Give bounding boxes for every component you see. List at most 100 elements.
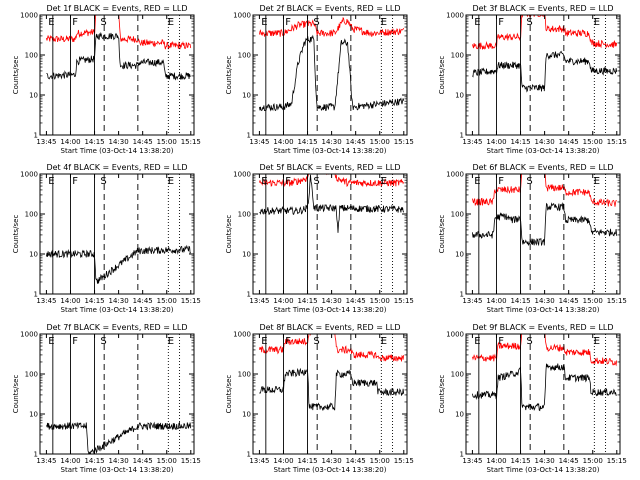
y-tick-label: 10: [29, 92, 38, 100]
x-tick-label: 14:45: [133, 457, 153, 465]
x-tick-label: 15:15: [181, 138, 201, 146]
y-tick-label: 100: [238, 371, 251, 379]
phase-mark: S: [313, 17, 319, 28]
phase-mark: F: [498, 336, 504, 347]
x-axis-label: Start Time (03-Oct-14 13:38:20): [61, 147, 174, 155]
x-tick-label: 14:15: [510, 138, 530, 146]
panel-frame: [39, 333, 195, 455]
y-tick-label: 1: [247, 451, 251, 459]
x-tick-label: 14:30: [109, 457, 129, 465]
panel-title: Det 5f BLACK = Events, RED = LLD: [259, 163, 400, 172]
phase-mark: E: [381, 336, 387, 347]
y-tick-label: 10: [455, 411, 464, 419]
phase-mark: E: [474, 17, 480, 28]
x-tick-label: 14:15: [84, 457, 104, 465]
x-tick-label: 13:45: [249, 457, 269, 465]
x-tick-label: 14:00: [486, 138, 506, 146]
phase-mark: E: [594, 336, 600, 347]
panel-title: Det 2f BLACK = Events, RED = LLD: [259, 4, 400, 13]
x-tick-label: 14:00: [60, 138, 80, 146]
y-tick-label: 100: [25, 52, 38, 60]
y-tick-label: 1000: [233, 331, 251, 339]
y-tick-label: 10: [242, 251, 251, 259]
y-axis-label: Counts/sec: [438, 56, 446, 95]
x-tick-label: 14:45: [346, 297, 366, 305]
phase-mark: E: [168, 176, 174, 187]
panel-frame: [252, 173, 408, 295]
x-tick-label: 13:45: [36, 297, 56, 305]
panel-data: [259, 16, 405, 112]
y-axis-label: Counts/sec: [12, 375, 20, 414]
events-series-line: [259, 367, 405, 411]
events-series-line: [472, 363, 617, 412]
phase-mark: F: [285, 176, 291, 187]
phase-mark: S: [526, 336, 532, 347]
y-axis-label: Counts/sec: [12, 215, 20, 254]
x-tick-label: 14:30: [322, 457, 342, 465]
x-tick-label: 14:00: [273, 297, 293, 305]
y-tick-label: 10: [242, 411, 251, 419]
y-tick-label: 1: [34, 132, 38, 140]
phase-mark: E: [381, 176, 387, 187]
phase-mark: F: [72, 17, 78, 28]
panel-2: Det 2f BLACK = Events, RED = LLD E F S E 13:4…: [225, 4, 414, 155]
y-tick-label: 10: [455, 92, 464, 100]
y-tick-label: 10: [242, 92, 251, 100]
x-tick-label: 13:45: [249, 297, 269, 305]
x-tick-label: 15:00: [370, 138, 390, 146]
x-tick-label: 15:15: [181, 457, 201, 465]
panel-4: Det 4f BLACK = Events, RED = LLD E F S E 13:4…: [12, 163, 201, 314]
panel-frame: [465, 14, 621, 136]
lld-series-line: [46, 15, 192, 50]
x-tick-label: 14:30: [322, 138, 342, 146]
x-tick-label: 14:45: [559, 138, 579, 146]
phase-mark: F: [498, 17, 504, 28]
y-tick-label: 100: [451, 211, 464, 219]
phase-mark: E: [474, 176, 480, 187]
x-tick-label: 14:30: [109, 297, 129, 305]
x-tick-label: 14:00: [60, 457, 80, 465]
panel-1: Det 1f BLACK = Events, RED = LLD E F S E 13:4…: [12, 4, 201, 155]
y-axis-label: Counts/sec: [225, 215, 233, 254]
x-tick-label: 14:30: [535, 297, 555, 305]
y-tick-label: 100: [25, 211, 38, 219]
y-tick-label: 1000: [20, 12, 38, 20]
y-axis-label: Counts/sec: [225, 375, 233, 414]
y-tick-label: 1000: [446, 171, 464, 179]
x-tick-label: 14:30: [322, 297, 342, 305]
y-tick-label: 10: [29, 251, 38, 259]
events-series-line: [46, 244, 191, 284]
y-axis-label: Counts/sec: [438, 375, 446, 414]
panel-frame: [252, 333, 408, 455]
x-tick-label: 14:15: [297, 297, 317, 305]
panel-frame: [39, 173, 195, 295]
phase-mark: E: [474, 336, 480, 347]
x-axis-label: Start Time (03-Oct-14 13:38:20): [487, 147, 600, 155]
x-tick-label: 15:00: [583, 138, 603, 146]
x-tick-label: 14:45: [559, 297, 579, 305]
y-tick-label: 1: [460, 451, 464, 459]
phase-mark: E: [594, 17, 600, 28]
phase-mark: F: [72, 336, 78, 347]
x-tick-label: 14:15: [510, 457, 530, 465]
y-tick-label: 100: [25, 371, 38, 379]
y-tick-label: 100: [451, 52, 464, 60]
phase-mark: E: [261, 17, 267, 28]
panel-5: Det 5f BLACK = Events, RED = LLD E F S E 13:4…: [225, 163, 414, 314]
x-tick-label: 14:30: [535, 457, 555, 465]
x-tick-label: 14:30: [109, 138, 129, 146]
events-series-line: [472, 50, 618, 93]
y-tick-label: 10: [455, 251, 464, 259]
x-tick-label: 15:00: [370, 297, 390, 305]
phase-mark: F: [285, 17, 291, 28]
y-tick-label: 1000: [446, 12, 464, 20]
phase-mark: E: [261, 336, 267, 347]
x-tick-label: 15:00: [583, 297, 603, 305]
y-tick-label: 1000: [233, 171, 251, 179]
y-axis-label: Counts/sec: [225, 56, 233, 95]
y-tick-label: 1: [460, 291, 464, 299]
x-tick-label: 15:15: [394, 297, 414, 305]
x-tick-label: 15:15: [607, 457, 627, 465]
x-tick-label: 15:15: [181, 297, 201, 305]
